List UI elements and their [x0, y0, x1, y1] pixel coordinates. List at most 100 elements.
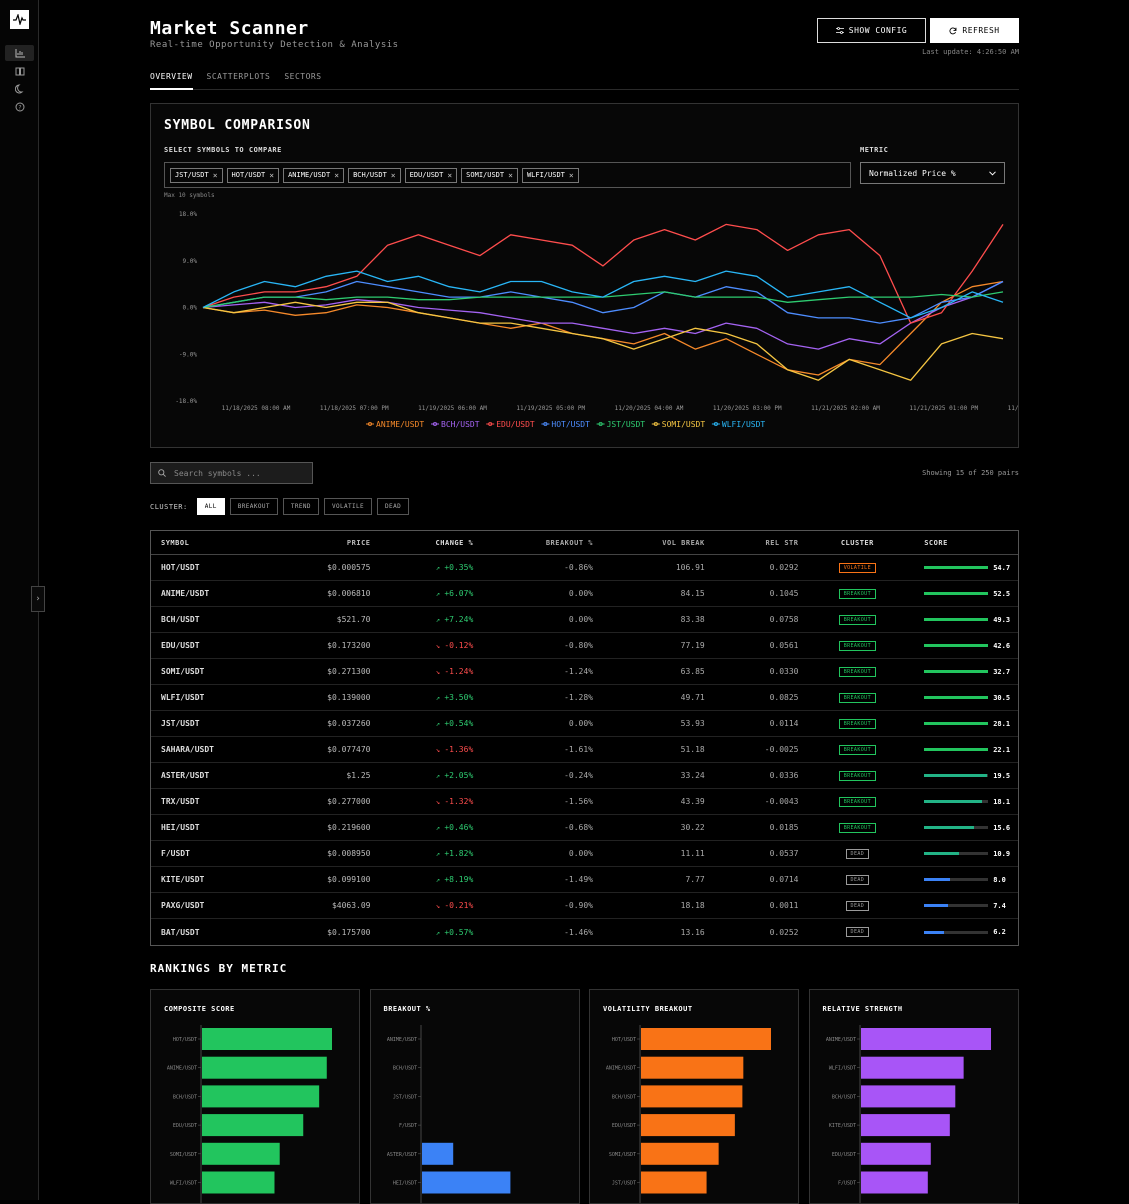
legend-label[interactable]: JST/USDT [607, 420, 646, 429]
header-vol-break[interactable]: VOL BREAK [662, 538, 705, 547]
cell-change: ↘ -1.32% [371, 797, 473, 806]
table-row[interactable]: ASTER/USDT $1.25 ↗ +2.05% -0.24% 33.24 0.0336… [151, 763, 1018, 789]
nav-help-icon[interactable]: ? [5, 99, 34, 115]
legend-label[interactable]: WLFI/USDT [722, 420, 766, 429]
symbol-chip[interactable]: HOT/USDT × [226, 167, 280, 183]
series-line [202, 280, 1004, 324]
legend-label[interactable]: EDU/USDT [496, 420, 535, 429]
app-logo-icon[interactable] [10, 10, 29, 29]
table-row[interactable]: PAXG/USDT $4063.09 ↘ -0.21% -0.90% 18.18 0.00… [151, 893, 1018, 919]
score-value: 49.3 [993, 615, 1011, 624]
nav-book-icon[interactable] [5, 63, 34, 79]
remove-chip-icon[interactable]: × [269, 170, 275, 180]
table-row[interactable]: F/USDT $0.008950 ↗ +1.82% 0.00% 11.11 0.0537 D… [151, 841, 1018, 867]
tab-sectors[interactable]: SECTORS [284, 72, 322, 81]
legend-marker [488, 421, 493, 426]
cell-cluster: BREAKOUT [799, 640, 917, 651]
search-input[interactable] [174, 468, 304, 478]
table-row[interactable]: HEI/USDT $0.219600 ↗ +0.46% -0.68% 30.22 0.01… [151, 815, 1018, 841]
refresh-label: REFRESH [962, 26, 1000, 35]
table-row[interactable]: BCH/USDT $521.70 ↗ +7.24% 0.00% 83.38 0.0758 B… [151, 607, 1018, 633]
x-tick-label: 11/20/2025 04:00 AM [615, 405, 684, 412]
table-row[interactable]: TRX/USDT $0.277000 ↘ -1.32% -1.56% 43.39 -0.0… [151, 789, 1018, 815]
table-row[interactable]: BAT/USDT $0.175700 ↗ +0.57% -1.46% 13.16 0.02… [151, 919, 1018, 945]
cell-cluster: BREAKOUT [799, 822, 917, 833]
header-cluster[interactable]: CLUSTER [840, 538, 874, 547]
remove-chip-icon[interactable]: × [508, 170, 513, 180]
trend-down-icon: ↘ [435, 746, 445, 754]
symbol-chip-label: HOT/USDT [231, 171, 266, 179]
view-tabs: OVERVIEW SCATTERPLOTS SECTORS [150, 70, 1019, 90]
ranking-bar-label: JST/USDT [392, 1094, 416, 1100]
symbol-chip[interactable]: EDU/USDT × [404, 167, 458, 183]
header-price[interactable]: PRICE [346, 538, 371, 547]
legend-label[interactable]: SOMI/USDT [662, 420, 706, 429]
table-row[interactable]: SAHARA/USDT $0.077470 ↘ -1.36% -1.61% 51.18-… [151, 737, 1018, 763]
symbol-chip[interactable]: BCH/USDT × [348, 167, 401, 183]
symbol-multiselect[interactable]: JST/USDT × HOT/USDT × ANIME/USDT × BCH/USDT × ED… [164, 162, 851, 188]
cell-change: ↗ +0.46% [371, 823, 473, 832]
cell-price: $4063.09 [331, 901, 371, 910]
symbol-chip[interactable]: WLFI/USDT × [521, 167, 579, 183]
table-row[interactable]: SOMI/USDT $0.271300 ↘ -1.24% -1.24% 63.85 0.0… [151, 659, 1018, 685]
refresh-icon [949, 26, 957, 34]
y-tick-label: 18.0% [179, 211, 197, 218]
legend-label[interactable]: HOT/USDT [551, 420, 590, 429]
show-config-button[interactable]: SHOW CONFIG [817, 18, 926, 43]
max-symbols-note: Max 10 symbols [164, 192, 215, 199]
ranking-card-title: BREAKOUT % [383, 1005, 431, 1013]
ranking-bar [202, 1114, 304, 1137]
remove-chip-icon[interactable]: × [334, 170, 340, 180]
sidebar-expand-chevron-icon[interactable]: › [31, 586, 45, 612]
cluster-filter-dead[interactable]: DEAD [377, 498, 410, 515]
table-row[interactable]: HOT/USDT $0.000575 ↗ +0.35% -0.86% 106.91 0.0… [151, 555, 1018, 581]
cell-price: $0.139000 [327, 693, 371, 702]
cell-cluster: BREAKOUT [799, 770, 917, 781]
cluster-filter-trend[interactable]: TREND [282, 498, 319, 515]
remove-chip-icon[interactable]: × [390, 170, 396, 180]
cell-score: 28.1 [916, 720, 1018, 728]
cell-change-value: +0.54% [444, 719, 474, 728]
header-score[interactable]: SCORE [924, 538, 948, 547]
legend-label[interactable]: ANIME/USDT [376, 420, 424, 429]
header-breakout[interactable]: BREAKOUT % [545, 538, 593, 547]
symbol-search[interactable] [150, 462, 313, 484]
ranking-bar-label: F/USDT [398, 1123, 416, 1129]
table-row[interactable]: KITE/USDT $0.099100 ↗ +8.19% -1.49% 7.77 0.07… [151, 867, 1018, 893]
cell-vol-break: 18.18 [680, 901, 705, 910]
cell-breakout: -1.28% [564, 693, 593, 702]
remove-chip-icon[interactable]: × [212, 170, 218, 180]
header-rel-str[interactable]: REL STR [765, 538, 799, 547]
remove-chip-icon[interactable]: × [568, 170, 574, 180]
cluster-filter-volatile[interactable]: VOLATILE [323, 498, 373, 515]
cluster-filter-all[interactable]: ALL [196, 498, 225, 515]
score-bar-fill [924, 904, 948, 907]
table-row[interactable]: EDU/USDT $0.173200 ↘ -0.12% -0.80% 77.19 0.05… [151, 633, 1018, 659]
ranking-bar-chart: ANIME/USDT BCH/USDT JST/USDT F/USDT ASTER/US… [386, 1025, 510, 1203]
nav-moon-icon[interactable] [5, 81, 34, 97]
table-row[interactable]: WLFI/USDT $0.139000 ↗ +3.50% -1.28% 49.71 0.0… [151, 685, 1018, 711]
score-bar-fill [924, 826, 975, 829]
legend-label[interactable]: BCH/USDT [441, 420, 480, 429]
table-row[interactable]: JST/USDT $0.037260 ↗ +0.54% 0.00% 53.93 0.011… [151, 711, 1018, 737]
scanner-table: SYMBOL PRICE CHANGE % BREAKOUT % VOL BRE… [150, 530, 1019, 946]
score-value: 30.5 [993, 693, 1011, 702]
cell-score: 10.9 [916, 850, 1018, 858]
tab-overview[interactable]: OVERVIEW [150, 70, 193, 90]
header-change[interactable]: CHANGE % [435, 538, 474, 547]
refresh-button[interactable]: REFRESH [930, 18, 1019, 43]
tab-scatterplots[interactable]: SCATTERPLOTS [206, 72, 271, 81]
remove-chip-icon[interactable]: × [447, 170, 453, 180]
table-row[interactable]: ANIME/USDT $0.006810 ↗ +6.07% 0.00% 84.15 0.1… [151, 581, 1018, 607]
metric-select[interactable]: Normalized Price % [860, 162, 1005, 184]
last-update-timestamp: Last update: 4:26:50 AM [922, 48, 1019, 56]
symbol-chip[interactable]: JST/USDT × [170, 167, 223, 183]
cluster-filter-breakout[interactable]: BREAKOUT [229, 498, 278, 515]
cluster-filter-label: CLUSTER: [150, 502, 188, 511]
header-symbol[interactable]: SYMBOL [161, 538, 190, 547]
page-subtitle: Real-time Opportunity Detection & Analys… [150, 40, 399, 50]
symbol-chip[interactable]: SOMI/USDT × [461, 167, 518, 183]
score-bar [924, 904, 989, 907]
symbol-chip[interactable]: ANIME/USDT × [283, 167, 345, 183]
nav-chart-icon[interactable] [5, 45, 34, 61]
